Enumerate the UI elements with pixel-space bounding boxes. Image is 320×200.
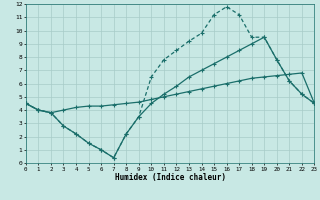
X-axis label: Humidex (Indice chaleur): Humidex (Indice chaleur) (115, 173, 226, 182)
